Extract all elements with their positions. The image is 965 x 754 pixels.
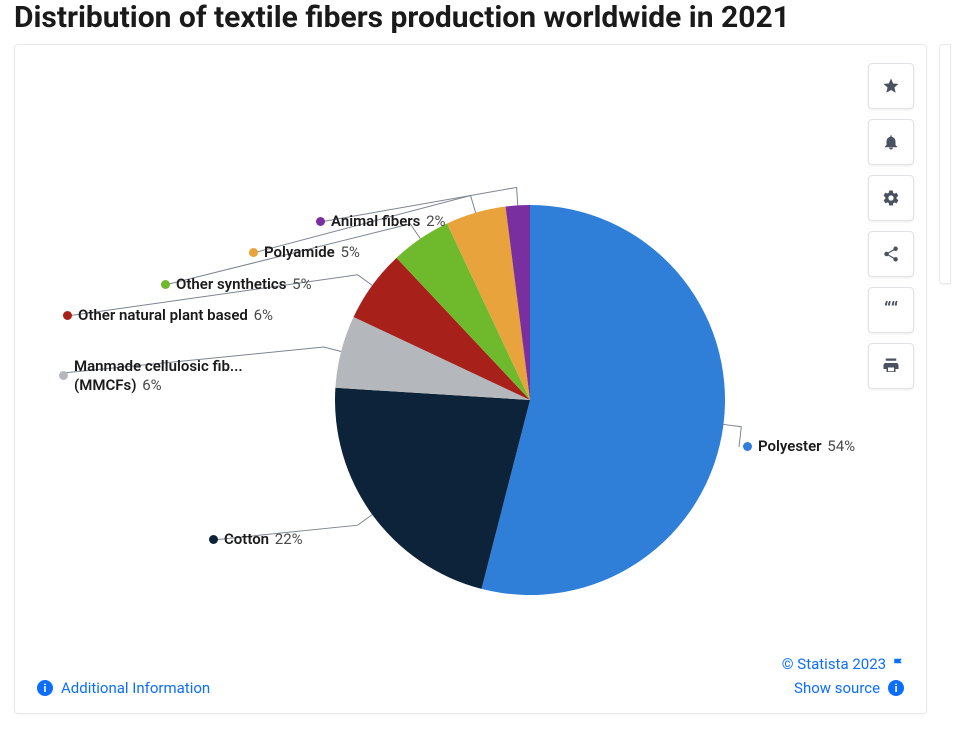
slice-name: Other synthetics: [176, 275, 286, 293]
card-footer: i Additional Information © Statista 2023…: [15, 643, 926, 713]
additional-info-label: Additional Information: [61, 679, 210, 697]
slice-label-animal: Animal fibers 2%: [316, 212, 446, 231]
page-title: Distribution of textile fibers productio…: [0, 0, 965, 44]
slice-name: Cotton: [224, 530, 269, 548]
slice-label-other-natural: Other natural plant based 6%: [63, 306, 273, 325]
slice-percent: 54%: [824, 437, 856, 455]
info-icon: i: [888, 680, 904, 696]
adjacent-card-peek: [939, 44, 951, 284]
copyright-text: © Statista 2023: [782, 655, 886, 673]
slice-name: Polyamide: [264, 243, 335, 261]
chart-card: Polyester 54% Cotton 22% Manmade cellulosi…: [14, 44, 927, 714]
settings-button[interactable]: [868, 175, 914, 221]
quote-icon: ““: [884, 301, 898, 319]
slice-label-text: Polyester 54%: [758, 437, 855, 456]
chart-area: Polyester 54% Cotton 22% Manmade cellulosi…: [15, 45, 926, 635]
slice-label-polyester: Polyester 54%: [743, 437, 855, 456]
bullet-icon: [161, 280, 170, 289]
print-button[interactable]: [868, 343, 914, 389]
show-source-link[interactable]: Show source i: [794, 679, 904, 697]
gear-icon: [882, 189, 900, 207]
share-button[interactable]: [868, 231, 914, 277]
flag-icon: [892, 657, 904, 671]
bullet-icon: [63, 311, 72, 320]
slice-label-cotton: Cotton 22%: [209, 530, 303, 549]
copyright-link[interactable]: © Statista 2023: [782, 655, 904, 673]
bullet-icon: [209, 535, 218, 544]
pie-chart: [335, 205, 725, 595]
bullet-icon: [316, 217, 325, 226]
slice-label-text: Cotton 22%: [224, 530, 303, 549]
slice-label-text: Polyamide 5%: [264, 243, 360, 262]
chart-toolbar: ““: [868, 63, 914, 389]
slice-name: Other natural plant based: [78, 306, 248, 324]
slice-percent: 5%: [288, 275, 311, 293]
slice-label-mmcf: Manmade cellulosic fib... (MMCFs) 6%: [59, 357, 259, 395]
bell-icon: [882, 133, 900, 151]
notify-button[interactable]: [868, 119, 914, 165]
slice-percent: 6%: [139, 376, 162, 394]
leader-polyester: [723, 424, 741, 447]
slice-name: Animal fibers: [331, 212, 420, 230]
slice-label-other-synthetics: Other synthetics 5%: [161, 275, 312, 294]
slice-label-text: Manmade cellulosic fib... (MMCFs) 6%: [74, 357, 259, 395]
slice-label-polyamide: Polyamide 5%: [249, 243, 360, 262]
slice-name: Polyester: [758, 437, 822, 455]
print-icon: [882, 357, 900, 375]
show-source-label: Show source: [794, 679, 880, 697]
share-icon: [882, 245, 900, 263]
slice-percent: 22%: [271, 530, 303, 548]
slice-label-text: Animal fibers 2%: [331, 212, 446, 231]
slice-label-text: Other synthetics 5%: [176, 275, 312, 294]
favorite-button[interactable]: [868, 63, 914, 109]
bullet-icon: [249, 248, 258, 257]
star-icon: [882, 77, 900, 95]
info-icon: i: [37, 680, 53, 696]
slice-percent: 2%: [422, 212, 445, 230]
slice-label-text: Other natural plant based 6%: [78, 306, 273, 325]
cite-button[interactable]: ““: [868, 287, 914, 333]
bullet-icon: [743, 442, 752, 451]
slice-percent: 5%: [337, 243, 360, 261]
bullet-icon: [59, 371, 68, 380]
additional-info-link[interactable]: i Additional Information: [37, 679, 210, 697]
slice-percent: 6%: [250, 306, 273, 324]
